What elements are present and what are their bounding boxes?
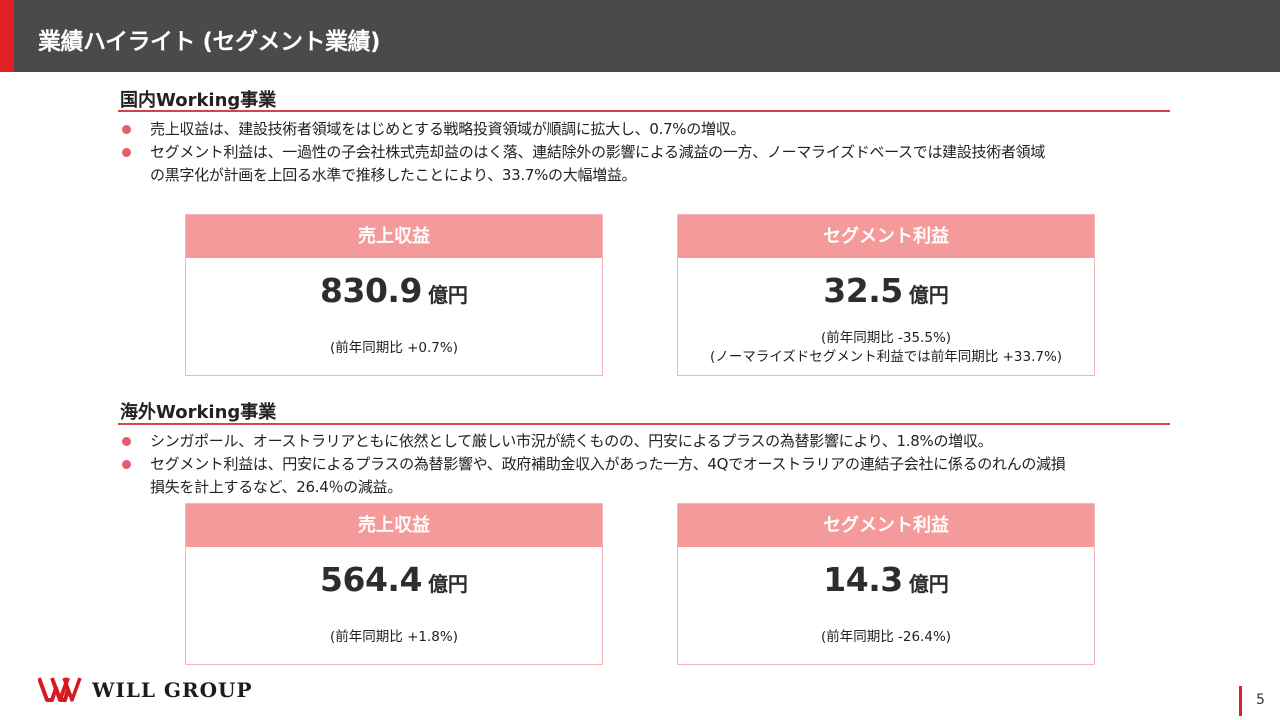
metric-number: 830.9 (320, 271, 422, 310)
card-header: 売上収益 (186, 504, 602, 547)
overseas-bullet-list: シンガポール、オーストラリアともに依然として厳しい市況が続くものの、円安によるプ… (120, 430, 1160, 499)
card-value: 14.3 億円 (678, 560, 1094, 599)
normalized-yoy-note: (ノーマライズドセグメント利益では前年同期比 +33.7%) (709, 349, 1063, 365)
card-value: 830.9 億円 (186, 271, 602, 310)
slide-header: 業績ハイライト (セグメント業績) (0, 0, 1280, 72)
list-item: セグメント利益は、一過性の子会社株式売却益のはく落、連結除外の影響による減益の一… (120, 141, 1160, 187)
domestic-section-rule (118, 110, 1170, 112)
domestic-profit-card: セグメント利益 32.5 億円 (前年同期比 -35.5%) (ノーマライズドセグ… (677, 214, 1095, 376)
bullet-text-continued: の黒字化が計画を上回る水準で推移したことにより、33.7%の大幅増益。 (150, 166, 637, 184)
page-number-accent (1239, 686, 1242, 716)
overseas-section-title: 海外Working事業 (120, 402, 277, 423)
metric-number: 14.3 (823, 560, 903, 599)
metric-unit: 億円 (908, 572, 949, 596)
bullet-text-continued: 損失を計上するなど、26.4％の減益。 (150, 478, 402, 496)
overseas-section-rule (118, 423, 1170, 425)
card-header: セグメント利益 (678, 504, 1094, 547)
card-value: 32.5 億円 (678, 271, 1094, 310)
metric-unit: 億円 (908, 283, 949, 307)
metric-unit: 億円 (427, 283, 468, 307)
yoy-note: (前年同期比 -26.4%) (820, 629, 952, 645)
domestic-revenue-card: 売上収益 830.9 億円 (前年同期比 +0.7%) (185, 214, 603, 376)
will-group-logo-icon (38, 677, 82, 702)
overseas-profit-card: セグメント利益 14.3 億円 (前年同期比 -26.4%) (677, 503, 1095, 665)
page-title: 業績ハイライト (セグメント業績) (38, 29, 381, 55)
header-accent-bar (0, 0, 14, 72)
bullet-text: シンガポール、オーストラリアともに依然として厳しい市況が続くものの、円安によるプ… (150, 432, 993, 450)
brand-name: WILL GROUP (92, 678, 253, 702)
list-item: セグメント利益は、円安によるプラスの為替影響や、政府補助金収入があった一方、4Q… (120, 453, 1160, 499)
bullet-text: セグメント利益は、一過性の子会社株式売却益のはく落、連結除外の影響による減益の一… (150, 143, 1046, 161)
domestic-section-title: 国内Working事業 (120, 90, 277, 111)
card-value: 564.4 億円 (186, 560, 602, 599)
domestic-bullet-list: 売上収益は、建設技術者領域をはじめとする戦略投資領域が順調に拡大し、0.7%の増… (120, 118, 1160, 187)
bullet-text: 売上収益は、建設技術者領域をはじめとする戦略投資領域が順調に拡大し、0.7%の増… (150, 120, 746, 138)
metric-unit: 億円 (427, 572, 468, 596)
bullet-icon (122, 437, 131, 446)
card-header: セグメント利益 (678, 215, 1094, 258)
bullet-text: セグメント利益は、円安によるプラスの為替影響や、政府補助金収入があった一方、4Q… (150, 455, 1066, 473)
bullet-icon (122, 148, 131, 157)
list-item: 売上収益は、建設技術者領域をはじめとする戦略投資領域が順調に拡大し、0.7%の増… (120, 118, 1160, 141)
overseas-revenue-card: 売上収益 564.4 億円 (前年同期比 +1.8%) (185, 503, 603, 665)
metric-number: 32.5 (823, 271, 903, 310)
list-item: シンガポール、オーストラリアともに依然として厳しい市況が続くものの、円安によるプ… (120, 430, 1160, 453)
yoy-note: (前年同期比 -35.5%) (820, 330, 952, 346)
metric-number: 564.4 (320, 560, 422, 599)
bullet-icon (122, 460, 131, 469)
bullet-icon (122, 125, 131, 134)
card-header: 売上収益 (186, 215, 602, 258)
yoy-note: (前年同期比 +0.7%) (330, 340, 458, 356)
page-number: 5 (1256, 692, 1265, 708)
yoy-note: (前年同期比 +1.8%) (330, 629, 458, 645)
